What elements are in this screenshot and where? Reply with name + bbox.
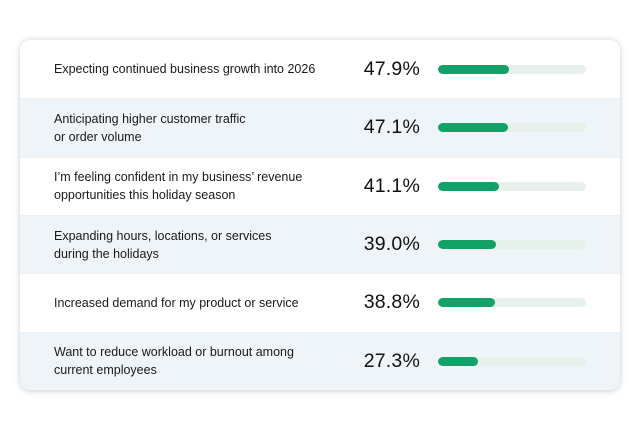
result-label: Increased demand for my product or servi…	[54, 295, 299, 310]
result-label: Want to reduce workload or burnout among…	[54, 345, 294, 378]
result-label: Anticipating higher customer traffic or …	[54, 111, 246, 144]
progress-track	[438, 181, 586, 191]
result-percentage: 39.0%	[363, 233, 420, 256]
result-row: I’m feeling confident in my business’ re…	[20, 156, 620, 215]
result-percentage: 38.8%	[363, 291, 420, 314]
progress-track	[438, 64, 586, 74]
result-row: Increased demand for my product or servi…	[20, 273, 620, 331]
progress-track	[438, 240, 586, 250]
progress-track	[438, 356, 586, 366]
progress-fill	[438, 298, 496, 308]
result-row: Expecting continued business growth into…	[20, 40, 620, 98]
survey-results-card: Expecting continued business growth into…	[20, 40, 620, 390]
result-percentage: 47.9%	[363, 57, 420, 80]
progress-track	[438, 298, 586, 308]
progress-fill	[438, 240, 496, 250]
result-percentage: 27.3%	[363, 349, 420, 372]
progress-track	[438, 123, 586, 133]
result-row: Want to reduce workload or burnout among…	[20, 331, 620, 390]
result-label: I’m feeling confident in my business’ re…	[54, 170, 303, 203]
progress-fill	[438, 356, 479, 366]
result-percentage: 47.1%	[363, 116, 420, 139]
result-label: Expanding hours, locations, or services …	[54, 228, 272, 261]
result-row: Expanding hours, locations, or services …	[20, 214, 620, 274]
progress-fill	[438, 181, 499, 191]
result-label: Expecting continued business growth into…	[54, 62, 316, 77]
result-row: Anticipating higher customer traffic or …	[20, 98, 620, 157]
progress-fill	[438, 123, 508, 133]
progress-fill	[438, 64, 509, 74]
result-percentage: 41.1%	[363, 174, 420, 197]
